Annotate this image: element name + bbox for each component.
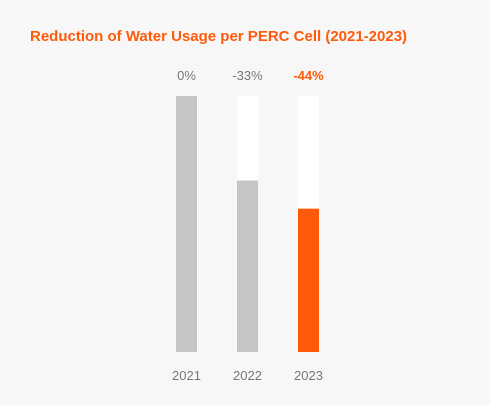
tick-label-2021: 2021 [172, 368, 201, 383]
bars-group: 0% 2021 -33% 2022 -44% 2023 [172, 68, 324, 383]
tick-label-2022: 2022 [233, 368, 262, 383]
bar-2023 [298, 208, 319, 352]
bar-2022 [237, 180, 258, 352]
value-label-2022: -33% [232, 68, 263, 83]
tick-label-2023: 2023 [294, 368, 323, 383]
value-label-2021: 0% [177, 68, 196, 83]
bar-2021 [176, 96, 197, 352]
chart-title: Reduction of Water Usage per PERC Cell (… [30, 28, 408, 45]
value-label-2023: -44% [293, 68, 324, 83]
